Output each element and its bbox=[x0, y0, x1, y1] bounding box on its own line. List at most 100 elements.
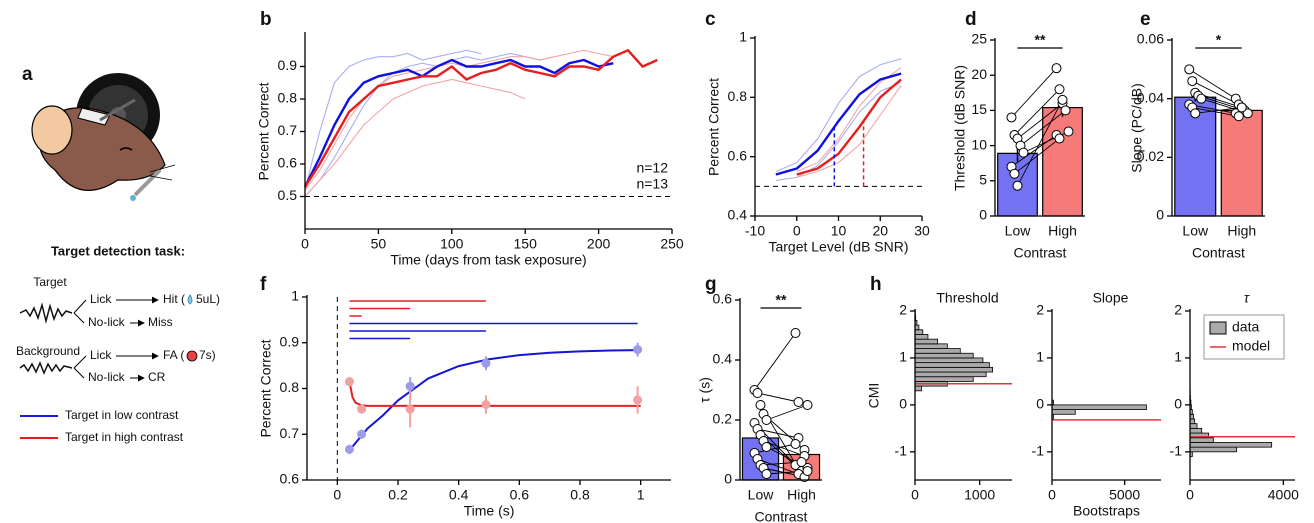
legend-label: model bbox=[1232, 338, 1270, 354]
data-point bbox=[481, 400, 491, 410]
data-point bbox=[633, 345, 643, 355]
data-point bbox=[1057, 94, 1068, 105]
x-tick-label: 250 bbox=[660, 236, 684, 252]
significance-label: ** bbox=[1035, 32, 1046, 48]
y-axis-label: τ (s) bbox=[697, 377, 713, 403]
pair-line bbox=[1017, 99, 1063, 186]
task-title: Target detection task: bbox=[51, 243, 185, 258]
pair-line bbox=[763, 440, 805, 457]
x-tick-label: 0.4 bbox=[449, 487, 469, 503]
line bbox=[304, 78, 526, 197]
outcome-label: FA ( bbox=[163, 348, 184, 362]
y-tick-label: 0.02 bbox=[1137, 148, 1164, 164]
y-tick-label: 0 bbox=[1174, 396, 1182, 412]
lick-label: Lick bbox=[90, 292, 112, 306]
y-tick-label: 0.7 bbox=[278, 122, 298, 138]
y-tick-label: 0 bbox=[1036, 396, 1044, 412]
x-tick-label: Low bbox=[748, 487, 775, 503]
pair-line bbox=[766, 404, 808, 421]
outcome-label: CR bbox=[148, 370, 166, 384]
line bbox=[796, 78, 902, 176]
y-tick-label: 0.8 bbox=[728, 88, 748, 104]
y-tick-label: 0.8 bbox=[278, 90, 298, 106]
bar bbox=[1220, 109, 1263, 217]
y-tick-label: 0.5 bbox=[278, 187, 298, 203]
line bbox=[796, 85, 902, 178]
nolick-label: No-lick bbox=[88, 370, 126, 384]
y-tick-label: 0.6 bbox=[278, 155, 298, 171]
line bbox=[775, 58, 902, 173]
x-axis-label: Contrast bbox=[1192, 245, 1245, 261]
panel-label: e bbox=[1140, 9, 1151, 30]
histogram-bar bbox=[1189, 418, 1196, 425]
legend-swatch bbox=[1209, 321, 1227, 335]
y-tick-label: 1 bbox=[739, 29, 747, 45]
y-tick-label: 0 bbox=[1156, 207, 1164, 223]
x-axis-label: Time (days from task exposure) bbox=[390, 252, 586, 268]
outcome-label: Miss bbox=[148, 315, 173, 329]
panel-label: h bbox=[870, 274, 882, 295]
pair-line bbox=[754, 443, 796, 454]
y-axis-label: Percent Correct bbox=[706, 78, 722, 176]
histogram-bar bbox=[1051, 409, 1076, 415]
data-point bbox=[1190, 108, 1201, 119]
pair-line bbox=[1195, 107, 1242, 114]
x-tick-label: 0.6 bbox=[510, 487, 530, 503]
y-tick-label: 0.4 bbox=[728, 207, 748, 223]
pair-line bbox=[1020, 110, 1066, 146]
histogram-bar bbox=[914, 338, 939, 345]
histogram-bar bbox=[1189, 427, 1203, 434]
y-axis-label: Percent Correct bbox=[256, 82, 272, 180]
chart-title: Threshold bbox=[936, 290, 998, 306]
significance-label: * bbox=[1216, 32, 1222, 48]
y-tick-label: 1 bbox=[291, 288, 299, 304]
stimulus-label: Target bbox=[33, 275, 67, 289]
y-tick-label: 0.6 bbox=[280, 471, 300, 487]
y-tick-label: 10 bbox=[971, 136, 987, 152]
histogram-bar bbox=[914, 385, 922, 392]
histogram-bar bbox=[914, 371, 987, 378]
x-tick-label: 100 bbox=[440, 236, 464, 252]
y-tick-label: 0.8 bbox=[280, 379, 300, 395]
y-tick-label: 20 bbox=[971, 66, 987, 82]
pair-line bbox=[754, 332, 796, 391]
data-point bbox=[752, 388, 763, 398]
x-tick-label: 0 bbox=[1048, 487, 1056, 503]
panel-label: d bbox=[965, 9, 977, 30]
legend-label: Target in high contrast bbox=[65, 430, 184, 444]
pair-line bbox=[1011, 67, 1057, 118]
x-tick-label: 0 bbox=[1186, 487, 1194, 503]
x-tick-label: High bbox=[1048, 223, 1077, 239]
data-point bbox=[1184, 64, 1195, 75]
data-point bbox=[793, 397, 804, 407]
y-tick-label: 0.6 bbox=[713, 291, 733, 307]
histogram-bar bbox=[1189, 446, 1238, 453]
pair-line bbox=[1011, 134, 1057, 168]
data-point bbox=[344, 377, 354, 387]
line bbox=[303, 48, 658, 188]
data-point bbox=[1196, 93, 1207, 104]
histogram-bar bbox=[914, 348, 961, 354]
pair-line bbox=[757, 458, 799, 475]
data-point bbox=[796, 457, 807, 467]
mouse-illustration bbox=[31, 73, 176, 201]
y-tick-label: 0.06 bbox=[1137, 31, 1164, 47]
histogram-bar bbox=[1189, 442, 1273, 448]
x-tick-label: 30 bbox=[914, 223, 930, 239]
x-tick-label: 0 bbox=[333, 487, 341, 503]
data-point bbox=[1051, 63, 1062, 74]
y-axis-label: Threshold (dB SNR) bbox=[952, 65, 968, 191]
y-tick-label: 15 bbox=[971, 101, 987, 117]
panel-label: g bbox=[705, 274, 717, 295]
y-axis-label: CMI bbox=[866, 383, 882, 409]
x-tick-label: 0 bbox=[793, 223, 801, 239]
pair-line bbox=[757, 428, 799, 439]
data-point bbox=[1233, 111, 1244, 122]
x-axis-label: Contrast bbox=[1014, 245, 1067, 261]
data-point bbox=[1063, 126, 1074, 137]
x-tick-label: 0 bbox=[301, 236, 309, 252]
y-tick-label: 0 bbox=[979, 207, 987, 223]
y-tick-label: 0.2 bbox=[713, 411, 733, 427]
outcome-label: Hit ( bbox=[163, 292, 185, 306]
histogram-bar bbox=[1189, 423, 1198, 429]
